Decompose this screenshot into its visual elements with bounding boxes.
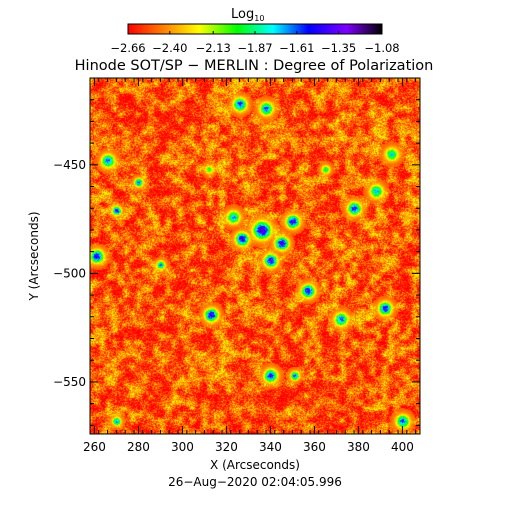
x-tick-label: 320 [215,440,238,454]
chart-title: Hinode SOT/SP − MERLIN : Degree of Polar… [75,58,434,74]
colorbar-ticks: −2.66 −2.40 −2.13 −1.87 −1.61 −1.35 −1.08 [110,31,400,55]
colorbar-tick-label: −1.35 [321,41,356,55]
observation-timestamp: 26−Aug−2020 02:04:05.996 [168,475,342,489]
colorbar-tick-label: −2.66 [110,41,145,55]
polarization-heatmap [90,78,420,434]
x-tick-label: 380 [347,440,370,454]
x-tick-label: 280 [127,440,150,454]
y-axis: −450 −500 −550 [53,99,420,426]
colorbar-tick-label: −1.87 [237,41,272,55]
colorbar-label-sub: 10 [254,14,264,23]
x-tick-label: 340 [259,440,282,454]
plot-frame [89,77,421,435]
colorbar-tick-label: −2.13 [196,41,231,55]
x-tick-label: 300 [171,440,194,454]
x-axis: 260 280 300 320 340 360 380 400 [83,78,417,454]
x-axis-label: X (Arcseconds) [210,458,300,472]
colorbar-tick-label: −1.08 [364,41,399,55]
colorbar-label-main: Log [231,7,254,22]
x-tick-label: 260 [83,440,106,454]
colorbar-tick-label: −1.61 [279,41,314,55]
x-tick-label: 360 [303,440,326,454]
y-tick-label: −550 [53,375,86,389]
colorbar-tick-label: −2.40 [152,41,187,55]
colorbar-label: Log10 [231,7,264,23]
colorbar: Log10 −2.66 −2.40 −2.13 −1.87 −1.61 −1.35 −1.0… [110,7,399,55]
x-tick-label: 400 [391,440,414,454]
y-tick-label: −450 [53,158,86,172]
y-axis-label: Y (Arcseconds) [27,211,41,301]
y-tick-label: −500 [53,266,86,280]
